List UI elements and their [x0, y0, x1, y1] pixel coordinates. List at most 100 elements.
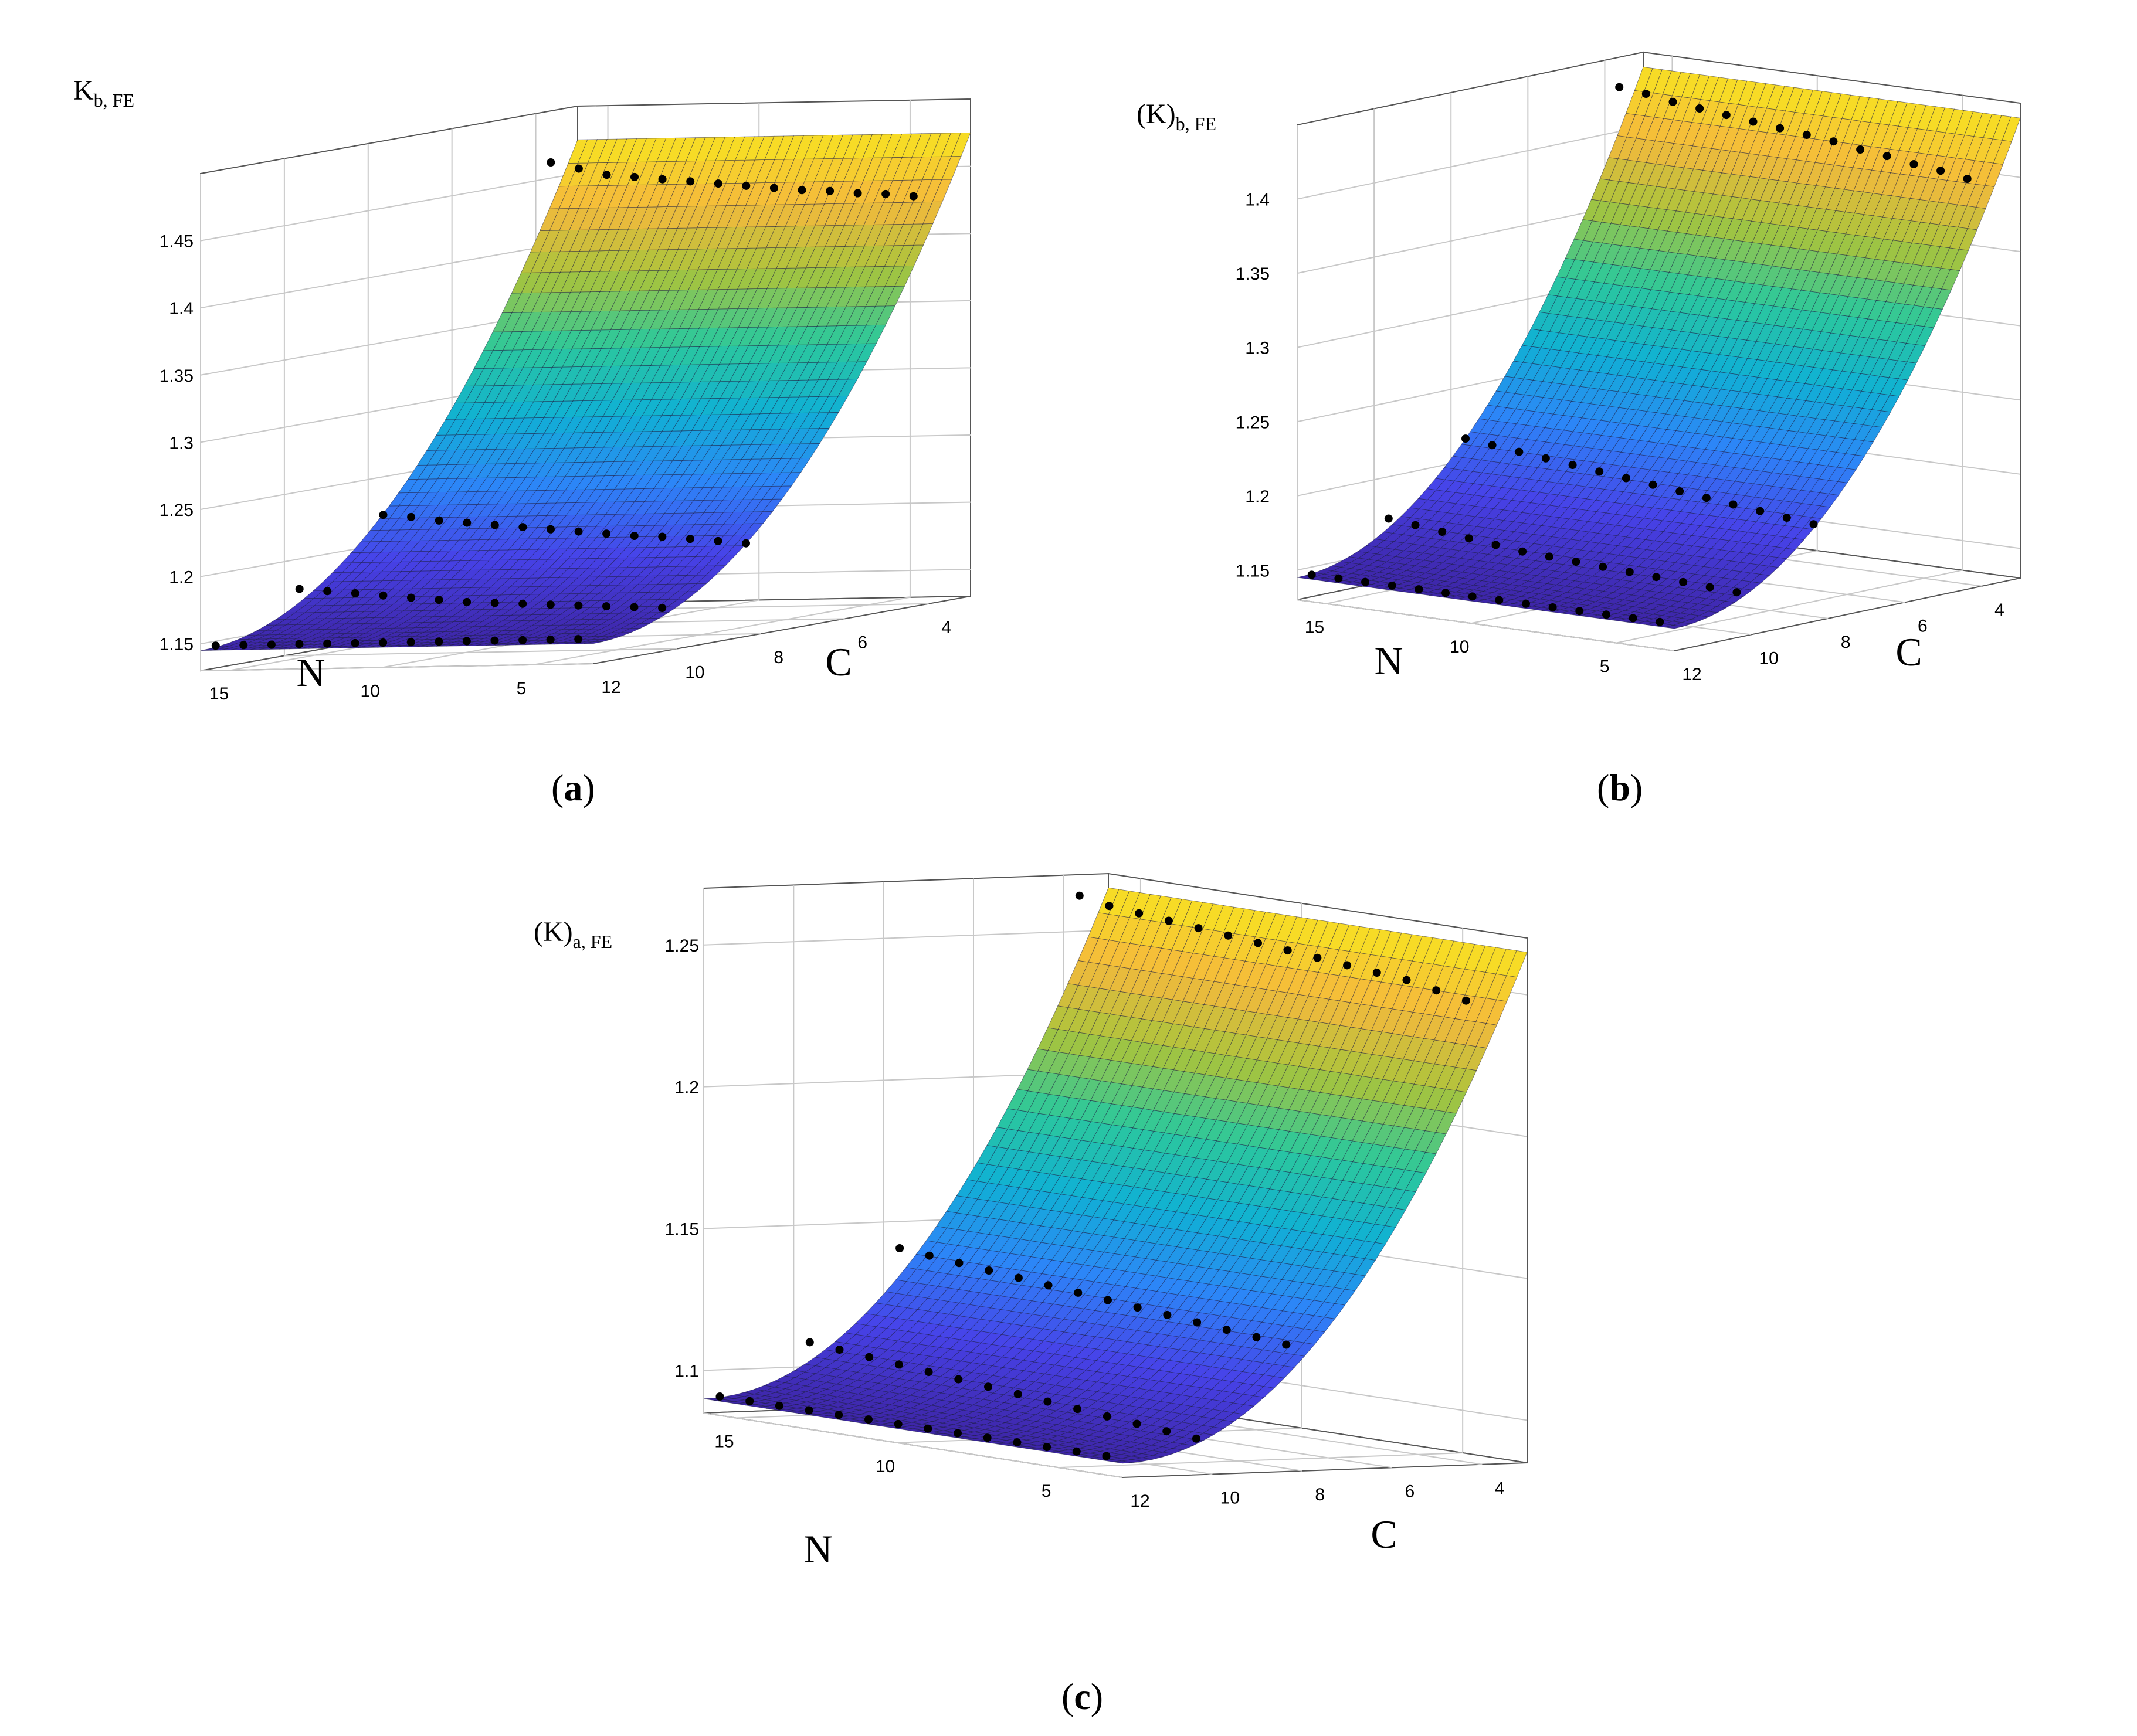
data-point [714, 536, 722, 545]
y-tick-label: 6 [1918, 616, 1928, 636]
data-point [463, 518, 472, 527]
data-point [1461, 434, 1470, 443]
data-point [1882, 152, 1891, 161]
data-point [853, 189, 862, 198]
z-tick-label: 1.35 [160, 366, 194, 386]
data-point [1495, 596, 1504, 604]
y-tick-label: 12 [1682, 665, 1701, 684]
surface-patch [2002, 116, 2021, 142]
z-tick-label: 1.15 [1236, 561, 1270, 580]
y-tick-label: 6 [857, 633, 867, 652]
data-point [1936, 167, 1945, 175]
data-point [1384, 514, 1393, 523]
data-point [1541, 454, 1550, 463]
x-axis-label: N [296, 650, 325, 695]
data-point [490, 636, 499, 645]
x-tick-label: 5 [517, 679, 527, 698]
data-point [1856, 145, 1865, 154]
data-point [1732, 588, 1741, 597]
data-point [1438, 528, 1447, 536]
data-point [463, 597, 472, 606]
data-point [1491, 541, 1500, 549]
surface-mesh [1297, 66, 2021, 629]
data-point [1648, 480, 1657, 489]
data-point [323, 587, 332, 596]
data-markers [1307, 83, 1972, 626]
data-point [518, 636, 527, 644]
data-point [462, 637, 471, 646]
y-tick-label: 4 [941, 618, 951, 637]
data-point [1629, 614, 1637, 623]
data-point [1411, 521, 1420, 529]
data-point [323, 639, 332, 648]
data-point [686, 177, 695, 186]
data-markers [211, 158, 918, 650]
data-point [1782, 514, 1791, 522]
z-tick-label: 1.4 [169, 299, 194, 318]
data-point [490, 521, 499, 529]
data-point [1415, 585, 1423, 594]
z-tick-label: 1.3 [169, 433, 194, 453]
z-tick-label: 1.35 [1236, 264, 1270, 284]
data-point [1615, 83, 1624, 91]
data-point [574, 635, 583, 644]
data-point [1522, 599, 1530, 608]
surface-mesh [703, 887, 1528, 1464]
data-point [574, 164, 583, 173]
x-tick-label: 15 [1305, 618, 1324, 637]
data-point [798, 186, 806, 195]
x-tick-label: 10 [361, 681, 380, 701]
x-tick-label: 10 [1450, 637, 1469, 657]
z-tick-label: 1.45 [160, 232, 194, 252]
data-point [295, 640, 304, 648]
z-axis-label-main: (K) [1137, 98, 1176, 130]
data-point [574, 527, 583, 536]
data-point [686, 535, 694, 543]
y-tick-label: 8 [1841, 633, 1851, 652]
data-point [1388, 581, 1396, 590]
z-axis-label-main: K [73, 75, 94, 106]
x-tick-label: 5 [1600, 657, 1610, 677]
data-point [518, 599, 527, 608]
data-point [1548, 603, 1557, 611]
data-point [490, 599, 499, 607]
data-point [407, 593, 415, 602]
data-point [658, 604, 667, 612]
data-point [1729, 500, 1738, 509]
y-gridline [200, 174, 594, 672]
data-point [295, 585, 304, 593]
data-point [407, 512, 416, 521]
y-tick-label: 12 [601, 678, 620, 697]
data-point [1595, 467, 1604, 476]
data-point [1722, 111, 1731, 120]
data-point [1809, 520, 1818, 529]
data-point [1545, 552, 1553, 561]
data-point [1361, 577, 1369, 586]
data-point [1518, 547, 1527, 556]
data-point [406, 638, 415, 647]
z-tick-label: 1.15 [160, 635, 194, 654]
data-point [1675, 487, 1684, 495]
data-point [1679, 577, 1688, 586]
y-axis-label: C [825, 640, 852, 684]
data-point [1464, 534, 1473, 543]
y-tick-label: 10 [685, 663, 704, 682]
data-point [239, 641, 248, 650]
data-point [1575, 607, 1584, 616]
data-point [1641, 90, 1650, 98]
data-point [1307, 570, 1316, 579]
data-point [1963, 175, 1972, 183]
data-point [1602, 610, 1610, 619]
data-point [1622, 474, 1630, 483]
z-axis-label: Kb, FE [73, 75, 134, 111]
data-point [1599, 562, 1607, 571]
y-tick-label: 8 [774, 648, 783, 667]
data-point [1441, 589, 1450, 597]
y-axis-label: C [1895, 630, 1922, 674]
z-axis-label: (K)b, FE [1137, 98, 1216, 134]
z-axis-label-subscript: b, FE [94, 90, 134, 111]
panel-caption: (b) [1597, 767, 1643, 808]
